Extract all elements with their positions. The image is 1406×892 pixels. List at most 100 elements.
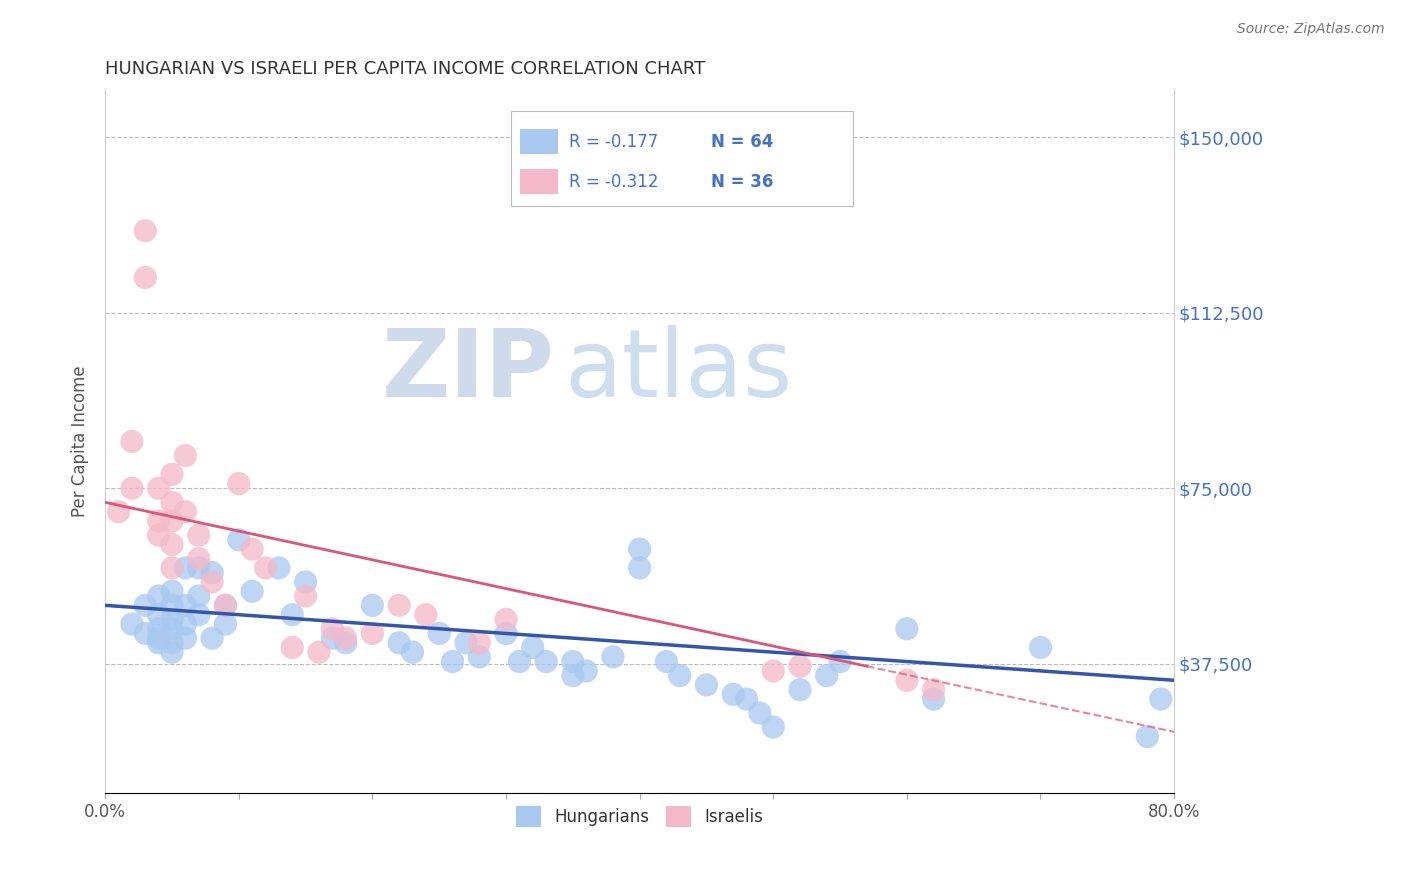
Point	[321, 631, 343, 645]
Point	[160, 537, 183, 551]
Point	[401, 645, 423, 659]
Point	[174, 505, 197, 519]
Point	[160, 645, 183, 659]
Point	[735, 692, 758, 706]
Point	[415, 607, 437, 622]
Point	[361, 599, 384, 613]
Point	[388, 599, 411, 613]
Point	[668, 668, 690, 682]
Text: N = 36: N = 36	[711, 172, 773, 191]
Point	[789, 682, 811, 697]
Point	[561, 668, 583, 682]
Text: N = 64: N = 64	[711, 133, 773, 151]
Point	[148, 631, 170, 645]
Text: Source: ZipAtlas.com: Source: ZipAtlas.com	[1237, 22, 1385, 37]
Point	[561, 655, 583, 669]
Point	[228, 533, 250, 547]
Point	[454, 636, 477, 650]
Point	[214, 617, 236, 632]
Point	[789, 659, 811, 673]
Point	[214, 599, 236, 613]
Point	[187, 551, 209, 566]
Point	[655, 655, 678, 669]
Point	[160, 561, 183, 575]
Point	[187, 607, 209, 622]
Point	[522, 640, 544, 655]
FancyBboxPatch shape	[520, 129, 558, 154]
Text: atlas: atlas	[565, 326, 793, 417]
Point	[201, 566, 224, 580]
Point	[240, 584, 263, 599]
Point	[308, 645, 330, 659]
Point	[294, 574, 316, 589]
Point	[134, 270, 156, 285]
Point	[107, 505, 129, 519]
Point	[628, 542, 651, 557]
Point	[815, 668, 838, 682]
Point	[896, 622, 918, 636]
Point	[174, 599, 197, 613]
Point	[148, 514, 170, 528]
Point	[495, 626, 517, 640]
Point	[148, 607, 170, 622]
Point	[201, 631, 224, 645]
Text: HUNGARIAN VS ISRAELI PER CAPITA INCOME CORRELATION CHART: HUNGARIAN VS ISRAELI PER CAPITA INCOME C…	[105, 60, 706, 78]
Point	[388, 636, 411, 650]
Point	[187, 589, 209, 603]
Point	[281, 607, 304, 622]
FancyBboxPatch shape	[520, 169, 558, 194]
Point	[267, 561, 290, 575]
Point	[160, 599, 183, 613]
Point	[294, 589, 316, 603]
Y-axis label: Per Capita Income: Per Capita Income	[72, 366, 89, 517]
Point	[762, 720, 785, 734]
Point	[922, 682, 945, 697]
Point	[134, 224, 156, 238]
Point	[121, 617, 143, 632]
Point	[187, 528, 209, 542]
Point	[174, 631, 197, 645]
Point	[240, 542, 263, 557]
Point	[187, 561, 209, 575]
Point	[148, 622, 170, 636]
Point	[427, 626, 450, 640]
Point	[628, 561, 651, 575]
Point	[174, 617, 197, 632]
Point	[335, 636, 357, 650]
Point	[201, 574, 224, 589]
Point	[160, 467, 183, 482]
FancyBboxPatch shape	[512, 112, 853, 206]
Point	[160, 622, 183, 636]
Point	[228, 476, 250, 491]
Point	[495, 612, 517, 626]
Point	[748, 706, 770, 720]
Point	[160, 495, 183, 509]
Point	[148, 528, 170, 542]
Point	[1136, 730, 1159, 744]
Point	[160, 514, 183, 528]
Point	[1150, 692, 1173, 706]
Point	[468, 649, 491, 664]
Point	[160, 612, 183, 626]
Point	[160, 636, 183, 650]
Text: R = -0.312: R = -0.312	[569, 172, 658, 191]
Point	[695, 678, 717, 692]
Point	[254, 561, 277, 575]
Text: R = -0.177: R = -0.177	[569, 133, 658, 151]
Point	[148, 589, 170, 603]
Legend: Hungarians, Israelis: Hungarians, Israelis	[509, 800, 770, 833]
Point	[441, 655, 464, 669]
Point	[281, 640, 304, 655]
Point	[160, 584, 183, 599]
Point	[762, 664, 785, 678]
Text: ZIP: ZIP	[381, 326, 554, 417]
Point	[1029, 640, 1052, 655]
Point	[321, 622, 343, 636]
Point	[508, 655, 530, 669]
Point	[575, 664, 598, 678]
Point	[148, 636, 170, 650]
Point	[602, 649, 624, 664]
Point	[361, 626, 384, 640]
Point	[134, 626, 156, 640]
Point	[148, 481, 170, 495]
